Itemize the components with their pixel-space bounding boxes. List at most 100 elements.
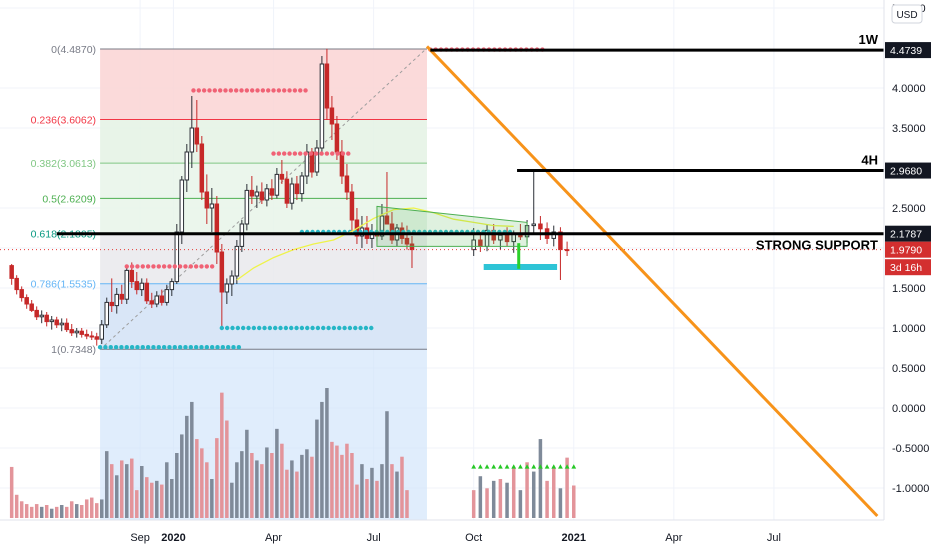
dot-marker bbox=[156, 345, 161, 350]
candle-body bbox=[274, 173, 280, 196]
candle-body bbox=[349, 191, 355, 221]
volume-bar bbox=[380, 464, 384, 518]
candle-body bbox=[159, 295, 165, 303]
volume-bar bbox=[79, 505, 84, 518]
volume-bar bbox=[375, 480, 379, 518]
dot-marker bbox=[196, 88, 202, 93]
volume-bar bbox=[230, 482, 234, 518]
volume-bar bbox=[545, 480, 549, 518]
candle-body bbox=[244, 189, 250, 225]
fib-zone bbox=[100, 233, 427, 284]
dot-marker bbox=[204, 345, 210, 350]
dot-marker bbox=[298, 88, 303, 93]
triangle-marker bbox=[491, 464, 497, 469]
volume-bar bbox=[145, 477, 149, 518]
volume-bar bbox=[305, 449, 309, 518]
dot-marker bbox=[369, 325, 374, 331]
triangle-marker bbox=[504, 464, 510, 469]
volume-bar bbox=[59, 505, 64, 518]
dot-marker bbox=[212, 88, 218, 93]
candle-body bbox=[139, 282, 145, 291]
resistance-dots-mid bbox=[271, 151, 351, 156]
candle-body bbox=[109, 301, 115, 307]
dot-marker bbox=[119, 345, 124, 350]
candle-body bbox=[44, 314, 49, 323]
dot-marker bbox=[124, 264, 129, 269]
volume-bar bbox=[29, 506, 34, 518]
volume-bar bbox=[505, 482, 509, 518]
volume-bar bbox=[471, 490, 476, 518]
resistance-dots-top bbox=[191, 88, 308, 93]
candle-body bbox=[289, 183, 295, 204]
dot-marker bbox=[246, 325, 251, 331]
dot-marker bbox=[276, 151, 282, 156]
dot-marker bbox=[337, 325, 342, 331]
volume-bar bbox=[275, 428, 279, 518]
moving-average-line bbox=[236, 207, 514, 281]
volume-bar bbox=[235, 462, 239, 518]
currency-box bbox=[891, 4, 923, 24]
dot-marker bbox=[342, 325, 347, 331]
candle-body bbox=[59, 322, 64, 326]
candle-body bbox=[124, 269, 130, 300]
triangle-marker bbox=[511, 464, 517, 469]
volume-bar bbox=[99, 499, 104, 518]
volume-bar bbox=[170, 479, 174, 518]
currency-label: USD bbox=[896, 10, 917, 21]
triangle-marker bbox=[484, 464, 490, 469]
volume-bar bbox=[104, 451, 109, 518]
volume-bar bbox=[180, 434, 184, 518]
y-tick-label: 1.5000 bbox=[892, 283, 926, 295]
volume-bar bbox=[225, 420, 229, 518]
volume-bar bbox=[265, 447, 269, 518]
price-tag-label: 3d 16h bbox=[890, 262, 922, 274]
dot-marker bbox=[129, 264, 135, 269]
triangle-marker bbox=[558, 464, 563, 469]
dot-marker bbox=[108, 345, 113, 350]
dot-marker bbox=[314, 151, 319, 156]
dot-marker bbox=[161, 345, 167, 350]
dot-marker bbox=[124, 345, 129, 350]
volume-bar bbox=[320, 401, 324, 518]
triangle-marker bbox=[571, 464, 577, 469]
candle-body bbox=[538, 223, 543, 230]
volume-bar bbox=[340, 454, 344, 518]
x-tick-label: Jul bbox=[767, 532, 781, 544]
candle-body bbox=[69, 329, 74, 334]
price-tag-label: 1.9790 bbox=[890, 245, 922, 257]
price-tag-box bbox=[885, 259, 931, 276]
dot-marker bbox=[278, 325, 283, 331]
candle-body bbox=[64, 322, 69, 331]
volume-bar bbox=[64, 506, 69, 518]
dot-marker bbox=[239, 88, 244, 93]
candle-body bbox=[209, 203, 215, 209]
dot-marker bbox=[219, 325, 225, 331]
horizontal-lines[interactable]: 1W 4H STRONG SUPPORT bbox=[0, 32, 884, 518]
candle-body bbox=[84, 333, 89, 337]
candle-body bbox=[169, 281, 175, 291]
dot-marker bbox=[363, 325, 369, 331]
dot-marker bbox=[256, 325, 262, 331]
volume-bar bbox=[485, 488, 489, 518]
dot-marker bbox=[262, 325, 267, 331]
volume-bar bbox=[551, 466, 556, 518]
candle-body bbox=[404, 237, 410, 245]
fib-zone bbox=[100, 119, 427, 164]
volume-bar bbox=[74, 504, 79, 518]
dot-marker bbox=[224, 325, 230, 331]
triangle-marker bbox=[551, 464, 557, 469]
dot-marker bbox=[267, 325, 273, 331]
dot-marker bbox=[156, 264, 161, 269]
dot-marker bbox=[129, 345, 135, 350]
dot-marker bbox=[145, 264, 151, 269]
volume-bar bbox=[84, 499, 89, 518]
dot-marker bbox=[207, 88, 212, 93]
price-tag-label: 2.1787 bbox=[890, 229, 922, 241]
fib-level-label: 0.786(1.5535) bbox=[31, 279, 96, 291]
volume-bar bbox=[518, 490, 523, 518]
candle-body bbox=[154, 295, 160, 305]
volume-bar bbox=[200, 448, 204, 518]
dot-marker bbox=[140, 264, 145, 269]
dot-marker bbox=[292, 88, 298, 93]
